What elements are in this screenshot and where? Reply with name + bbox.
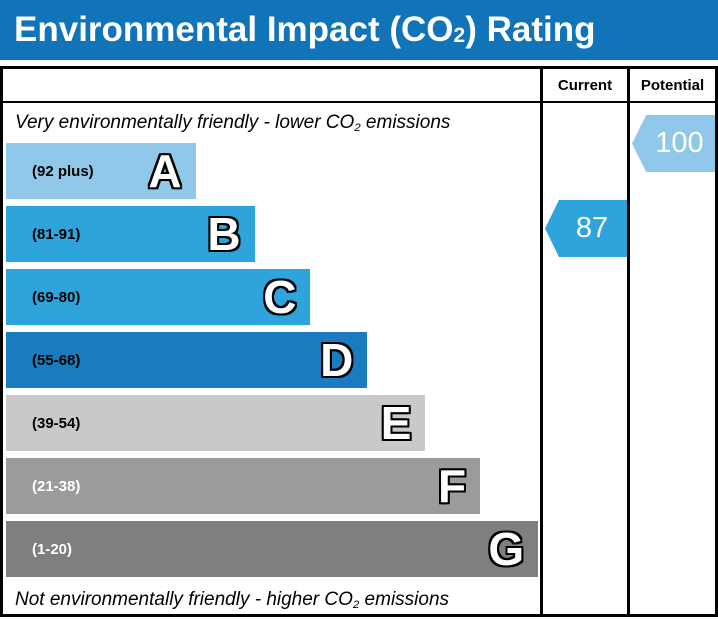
band-letter: D — [320, 334, 354, 386]
band-letter: F — [438, 460, 467, 512]
top-caption-text: Very environmentally friendly - lower CO… — [15, 112, 451, 135]
band-a: (92 plus) A — [6, 143, 196, 199]
band-range-label: (92 plus) — [32, 162, 94, 180]
band-g: (1-20) G — [6, 521, 539, 577]
page-title-suffix: ) Rating — [465, 10, 596, 49]
band-letter: G — [488, 523, 525, 575]
band-letter: B — [207, 208, 241, 260]
current-column: Current 87 — [540, 69, 627, 614]
band-range-label: (39-54) — [32, 414, 81, 432]
page-title: Environmental Impact (CO 2) Rating — [0, 0, 718, 60]
band-range-label: (21-38) — [32, 477, 81, 495]
band-f: (21-38) F — [6, 458, 481, 514]
current-column-header: Current — [543, 69, 627, 103]
band-range-label: (81-91) — [32, 225, 81, 243]
band-letter: C — [263, 271, 297, 323]
band-range-label: (55-68) — [32, 351, 81, 369]
band-letter: E — [380, 397, 412, 449]
bands-column: Very environmentally friendly - lower CO… — [3, 69, 540, 614]
current-rating-marker: 87 — [545, 200, 627, 257]
band-d: (55-68) D — [6, 332, 368, 388]
potential-column-header: Potential — [630, 69, 715, 103]
page-title-text: Environmental Impact (CO — [14, 10, 454, 49]
potential-column-body: 100 — [630, 103, 715, 612]
potential-column: Potential 100 — [627, 69, 715, 614]
page-title-subscript: 2 — [453, 23, 466, 47]
band-b: (81-91) B — [6, 206, 255, 262]
potential-rating-value: 100 — [655, 127, 704, 159]
band-c: (69-80) C — [6, 269, 311, 325]
bottom-caption-text: Not environmentally friendly - higher CO… — [15, 589, 450, 612]
rating-chart: Very environmentally friendly - lower CO… — [0, 66, 718, 617]
header-spacer — [3, 69, 540, 103]
current-column-body: 87 — [543, 103, 627, 612]
band-e: (39-54) E — [6, 395, 426, 451]
potential-rating-marker: 100 — [632, 115, 715, 172]
band-letter: A — [148, 145, 182, 197]
band-range-label: (69-80) — [32, 288, 81, 306]
band-list: (92 plus) A (81-91) B (69-80) C (55-68) D (39-54… — [3, 143, 540, 577]
top-caption: Very environmentally friendly - lower CO… — [3, 103, 540, 143]
band-range-label: (1-20) — [32, 540, 73, 558]
current-rating-value: 87 — [575, 212, 609, 244]
bottom-caption: Not environmentally friendly - higher CO… — [3, 584, 540, 616]
bands-area: Very environmentally friendly - lower CO… — [3, 103, 540, 612]
